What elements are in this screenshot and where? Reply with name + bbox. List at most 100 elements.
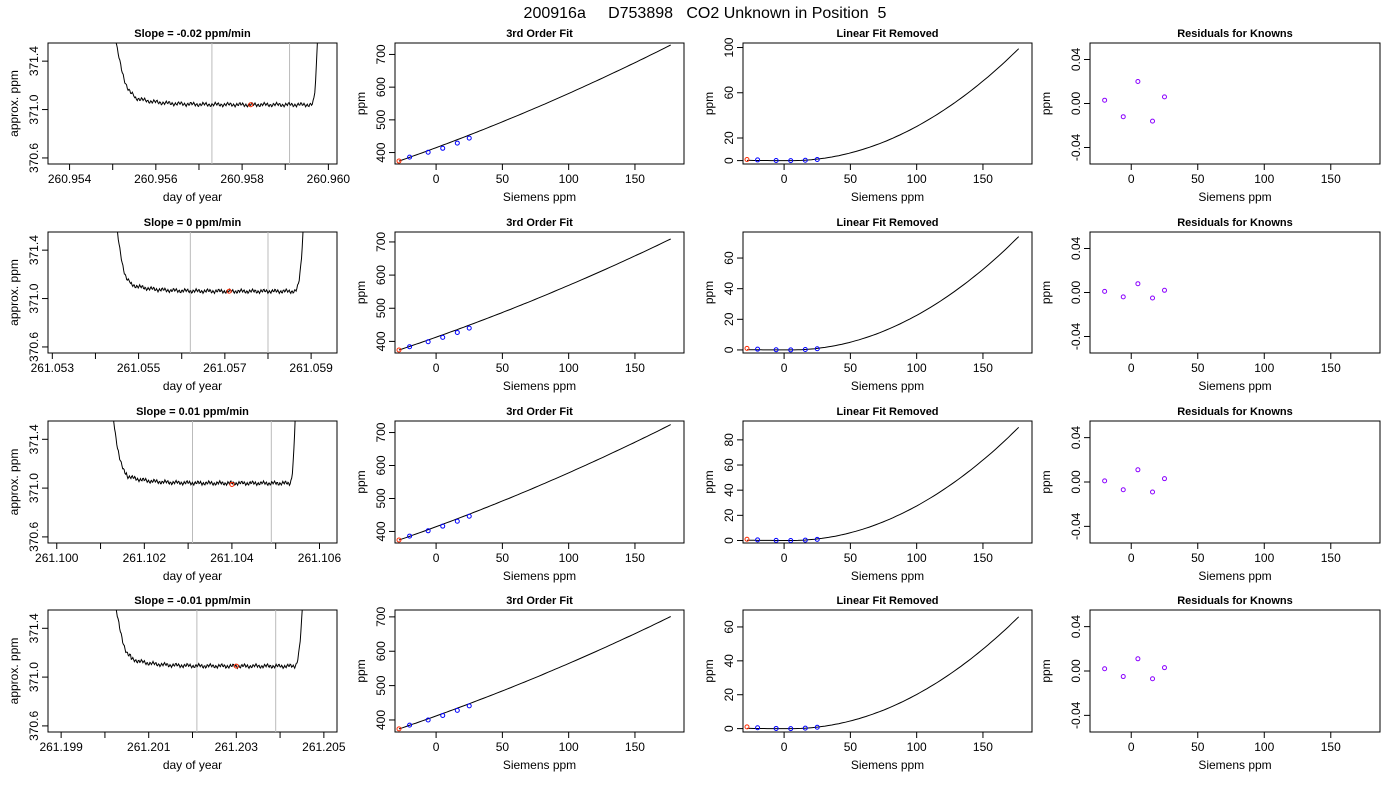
y-tick-label: 500 [374,110,388,130]
plot-frame [1089,609,1381,733]
plot-frame [742,231,1033,354]
unknown-sample-point [226,288,232,294]
y-tick-label: -0.04 [1069,701,1083,729]
x-tick-label: 50 [1191,740,1205,754]
y-tick-label: -0.04 [1069,134,1083,162]
y-tick-label: 371.4 [27,46,41,76]
x-tick-label: 150 [625,361,645,375]
x-axis-label: Siemens ppm [503,758,576,772]
plot-frame [394,42,685,165]
residual-point [1102,288,1108,294]
known-standard-point [773,537,779,543]
known-standard-point [466,703,472,709]
x-tick-label: 261.106 [298,551,342,565]
x-tick-label: 150 [1321,551,1341,565]
residual-curve [747,48,1020,162]
fit-curve [398,616,671,730]
y-tick-label: 0.00 [1069,91,1083,115]
known-standard-point [440,523,446,529]
residual-point [1102,666,1108,672]
y-tick-label: 100 [722,37,736,57]
time-series-plot-area [115,610,303,732]
known-standard-point [454,140,460,146]
y-axis-label: approx. ppm [7,259,21,326]
residuals-panel: Residuals for Knowns Siemens ppm ppm 0 50 100… [1039,217,1381,393]
x-tick-label: 260.956 [134,172,178,186]
known-standard-point [802,346,808,352]
known-standard-point [802,537,808,543]
unknown-sample-point [744,156,750,162]
x-tick-label: 50 [844,551,858,565]
third-order-fit-panel: 3rd Order Fit Siemens ppm ppm 0 50 100 150 400 5… [354,217,685,393]
panel-title: 3rd Order Fit [506,406,573,418]
x-axis-label: Siemens ppm [1198,569,1271,583]
y-axis-label: ppm [702,470,716,493]
y-tick-label: 60 [722,620,736,634]
y-axis-label: ppm [702,92,716,115]
y-tick-label: -0.04 [1069,323,1083,351]
panel-title: Slope = 0.01 ppm/min [136,406,249,418]
panel-title: Slope = -0.01 ppm/min [134,595,251,607]
x-tick-label: 0 [1128,361,1135,375]
x-tick-label: 100 [559,361,579,375]
x-tick-label: 100 [1254,740,1274,754]
panel-title: 3rd Order Fit [506,28,573,40]
residual-point [1161,287,1167,293]
y-axis-label: approx. ppm [7,449,21,516]
x-tick-label: 260.958 [220,172,264,186]
fit-curve [398,424,671,541]
known-standard-point [802,157,808,163]
x-axis-label: day of year [163,569,222,583]
unknown-sample-point [229,481,235,487]
x-tick-label: 150 [625,172,645,186]
plot-frame [742,42,1033,165]
y-tick-label: 600 [374,77,388,97]
known-standard-point [454,329,460,335]
plot-frame [394,420,685,544]
x-tick-label: 50 [844,172,858,186]
y-tick-label: 371.4 [27,235,41,265]
concentration-trace [116,232,304,295]
linear-fit-removed-panel: Linear Fit Removed Siemens ppm ppm 0 50 100 15… [702,28,1033,204]
y-tick-label: 700 [374,422,388,442]
linear-fit-removed-panel: Linear Fit Removed Siemens ppm ppm 0 50 100 15… [702,406,1033,583]
plot-frame [1089,42,1381,165]
known-standard-point [425,717,431,723]
x-tick-label: 50 [496,172,510,186]
x-tick-label: 0 [781,551,788,565]
x-tick-label: 150 [625,740,645,754]
x-tick-label: 0 [1128,740,1135,754]
panel-title: Residuals for Knowns [1177,406,1293,418]
y-axis-label: ppm [354,92,368,115]
known-standard-point [425,149,431,155]
y-tick-label: 400 [374,331,388,351]
x-tick-label: 150 [973,172,993,186]
y-tick-label: 0 [722,537,736,544]
x-tick-label: 150 [1321,361,1341,375]
concentration-trace [115,610,303,670]
known-standard-point [425,528,431,534]
x-tick-label: 0 [781,172,788,186]
x-axis-label: Siemens ppm [503,379,576,393]
x-axis-label: Siemens ppm [851,379,924,393]
y-tick-label: 370.6 [27,143,41,173]
known-standard-point [755,537,761,543]
plot-frame [47,609,338,733]
residual-point [1161,665,1167,671]
y-axis-label: ppm [354,470,368,493]
y-tick-label: 700 [374,232,388,252]
panel-title: Linear Fit Removed [836,217,938,229]
x-tick-label: 0 [781,740,788,754]
unknown-sample-point [396,537,402,543]
y-tick-label: 20 [722,688,736,702]
y-axis-label: approx. ppm [7,70,21,137]
x-tick-label: 100 [907,361,927,375]
unknown-sample-point [396,347,402,353]
x-axis-label: day of year [163,190,222,204]
y-tick-label: 0 [722,157,736,164]
y-tick-label: 20 [722,312,736,326]
y-axis-label: ppm [354,281,368,304]
x-tick-label: 0 [433,551,440,565]
y-tick-label: 600 [374,641,388,661]
residual-curve [747,426,1020,541]
